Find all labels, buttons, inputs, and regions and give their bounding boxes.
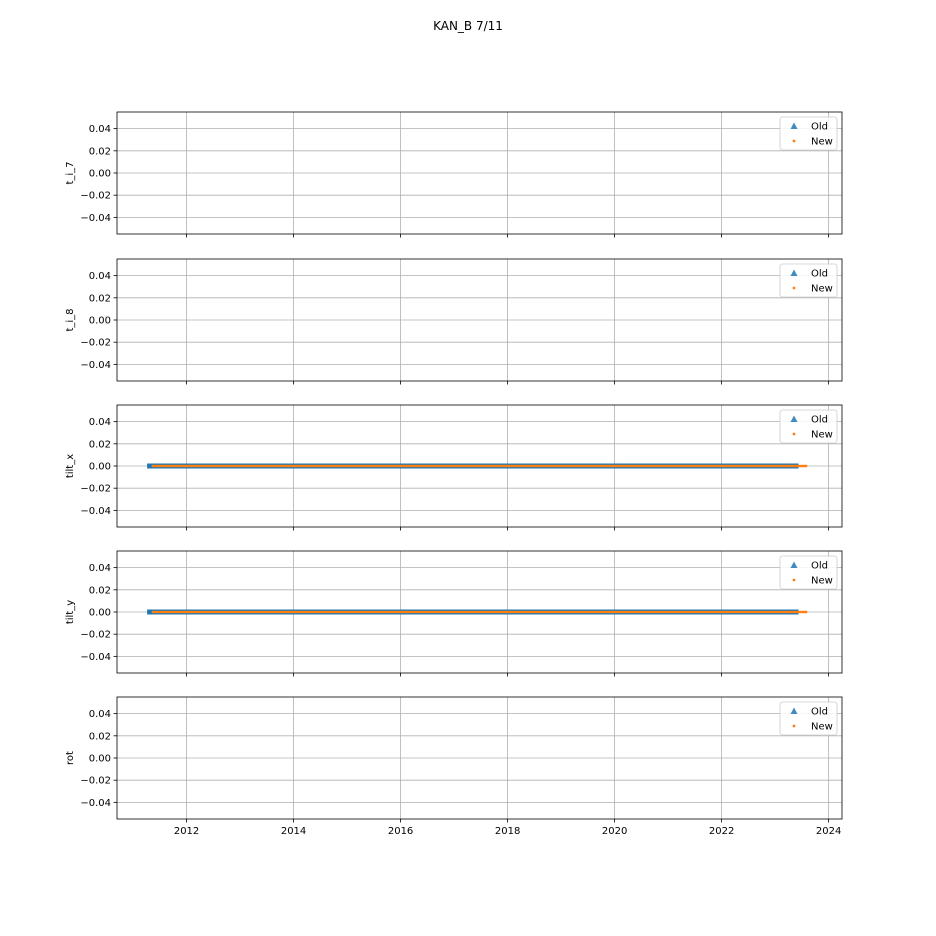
- y-tick-label: 0.02: [89, 731, 111, 742]
- series-new-marks: [151, 610, 808, 614]
- y-axis-label: t_i_7: [65, 161, 76, 184]
- legend-old-label: Old: [811, 269, 828, 280]
- y-axis-label: tilt_y: [65, 600, 76, 624]
- legend-new-label: New: [811, 576, 833, 587]
- y-axis-label: tilt_x: [65, 454, 76, 478]
- y-axis-label: rot: [65, 751, 76, 765]
- legend-old-label: Old: [811, 707, 828, 718]
- legend-old-marker: [790, 415, 798, 422]
- legend-new-label: New: [811, 137, 833, 148]
- legend-new-label: New: [811, 430, 833, 441]
- x-tick-label: 2024: [816, 826, 841, 837]
- legend-old-marker: [790, 561, 798, 568]
- legend-old-label: Old: [811, 415, 828, 426]
- legend-old-marker: [790, 707, 798, 714]
- legend-old-label: Old: [811, 561, 828, 572]
- y-tick-label: 0.04: [89, 417, 111, 428]
- x-tick-label: 2018: [495, 826, 520, 837]
- y-tick-label: −0.02: [80, 630, 111, 641]
- legend: Old New: [779, 409, 838, 444]
- x-tick-label: 2016: [388, 826, 413, 837]
- legend-new-marker: [792, 578, 796, 582]
- y-tick-label: −0.02: [80, 484, 111, 495]
- y-tick-label: 0.00: [89, 462, 111, 473]
- y-tick-label: 0.02: [89, 585, 111, 596]
- panel-tilt_y: 0.04 0.02 0.00 −0.02 −0.04 tilt_y Old New: [65, 550, 843, 677]
- figure-title: KAN_B 7/11: [433, 19, 503, 33]
- panel-t_i_8: 0.04 0.02 0.00 −0.02 −0.04 t_i_8 Old New: [65, 258, 843, 385]
- panel-t_i_7: 0.04 0.02 0.00 −0.02 −0.04 t_i_7 Old New: [65, 111, 843, 238]
- y-tick-label: −0.04: [80, 213, 111, 224]
- y-tick-label: −0.02: [80, 338, 111, 349]
- legend-new-marker: [792, 139, 796, 143]
- y-tick-label: −0.04: [80, 506, 111, 517]
- legend: Old New: [779, 116, 838, 151]
- legend-new-label: New: [811, 722, 833, 733]
- legend-old-label: Old: [811, 122, 828, 133]
- series-new-marks: [151, 464, 808, 468]
- y-tick-label: 0.04: [89, 271, 111, 282]
- x-tick-label: 2012: [174, 826, 199, 837]
- y-tick-label: 0.02: [89, 439, 111, 450]
- y-tick-label: −0.04: [80, 360, 111, 371]
- legend-new-label: New: [811, 284, 833, 295]
- x-tick-label: 2022: [709, 826, 734, 837]
- panel-tilt_x: 0.04 0.02 0.00 −0.02 −0.04 tilt_x Old New: [65, 404, 843, 531]
- legend-new-marker: [792, 432, 796, 436]
- y-tick-label: 0.00: [89, 754, 111, 765]
- y-tick-label: 0.04: [89, 124, 111, 135]
- legend-new-marker: [792, 286, 796, 290]
- legend-old-marker: [790, 122, 798, 129]
- x-tick-label: 2014: [281, 826, 306, 837]
- legend: Old New: [779, 701, 838, 736]
- y-axis-label: t_i_8: [65, 308, 76, 331]
- y-tick-label: 0.00: [89, 316, 111, 327]
- y-tick-label: −0.02: [80, 776, 111, 787]
- legend-old-marker: [790, 269, 798, 276]
- legend: Old New: [779, 555, 838, 590]
- y-tick-label: −0.04: [80, 798, 111, 809]
- y-tick-label: 0.02: [89, 293, 111, 304]
- y-tick-label: 0.04: [89, 709, 111, 720]
- y-tick-label: −0.04: [80, 652, 111, 663]
- y-tick-label: 0.00: [89, 608, 111, 619]
- y-tick-label: −0.02: [80, 191, 111, 202]
- panels: 0.040.020.00−0.02−0.04t_i_7OldNew0.040.0…: [65, 111, 843, 837]
- y-tick-label: 0.00: [89, 169, 111, 180]
- y-tick-label: 0.02: [89, 146, 111, 157]
- legend-new-marker: [792, 724, 796, 728]
- panel-rot: 0.04 0.02 0.00 −0.02 −0.04 2012 2014 2016 2018 20…: [65, 696, 843, 837]
- x-tick-label: 2020: [602, 826, 627, 837]
- y-tick-label: 0.04: [89, 563, 111, 574]
- legend: Old New: [779, 263, 838, 298]
